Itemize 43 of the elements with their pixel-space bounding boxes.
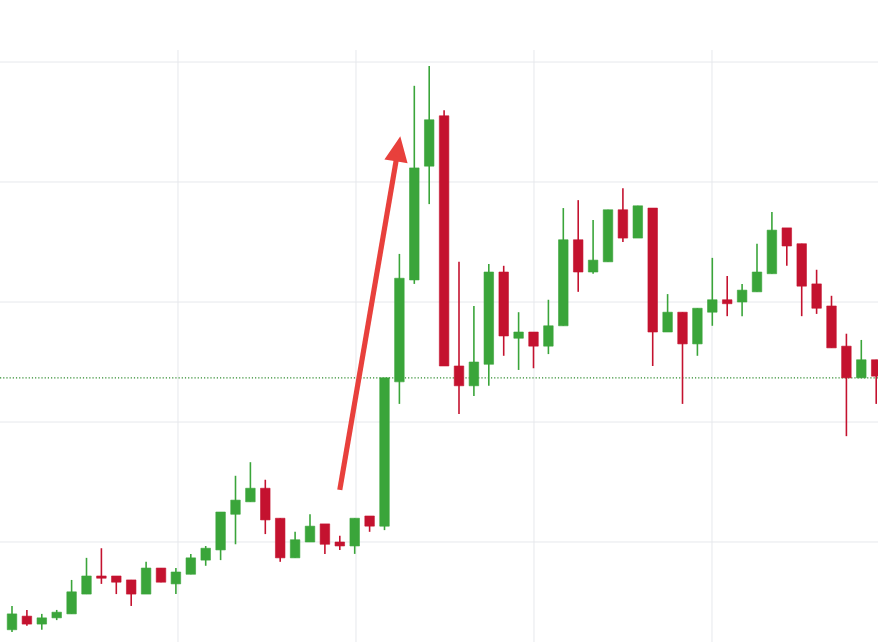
candlestick <box>6 605 18 633</box>
candlestick <box>528 331 539 370</box>
candlestick <box>260 478 271 535</box>
candlestick <box>141 561 152 595</box>
candlestick <box>185 553 196 576</box>
candlestick <box>781 227 792 267</box>
candlestick <box>841 332 852 437</box>
candlestick <box>573 199 584 293</box>
candlestick <box>543 298 554 355</box>
candlestick <box>215 511 226 561</box>
candlestick <box>230 474 241 546</box>
candlestick <box>751 242 763 293</box>
candlestick <box>722 275 733 317</box>
candlestick <box>245 461 256 503</box>
candlestick <box>766 211 777 275</box>
candlestick <box>290 531 301 559</box>
candlestick <box>796 242 807 317</box>
candlestick <box>126 579 137 607</box>
candlestick <box>111 575 122 595</box>
candlestick <box>588 219 599 275</box>
candlestick <box>856 339 867 379</box>
candlestick <box>304 513 316 543</box>
candlestick <box>632 205 643 239</box>
candlestick <box>349 517 360 555</box>
candlestick <box>170 567 181 595</box>
candlestick <box>707 257 718 327</box>
candlestick <box>826 294 837 349</box>
candlestick <box>66 579 77 615</box>
candlestick <box>513 311 524 371</box>
candlestick <box>662 293 673 333</box>
candlestick <box>692 307 703 357</box>
candlestick <box>468 305 479 397</box>
candlestick <box>275 517 286 563</box>
candlestick <box>737 283 748 317</box>
candlestick <box>319 523 330 555</box>
candlestick <box>677 311 688 405</box>
candlestick <box>81 557 92 595</box>
candlestick <box>424 65 435 205</box>
candlestick <box>811 268 822 315</box>
candlestick <box>617 187 628 243</box>
candlestick <box>453 261 465 415</box>
candlestick <box>200 545 211 567</box>
candlestick <box>96 547 107 585</box>
